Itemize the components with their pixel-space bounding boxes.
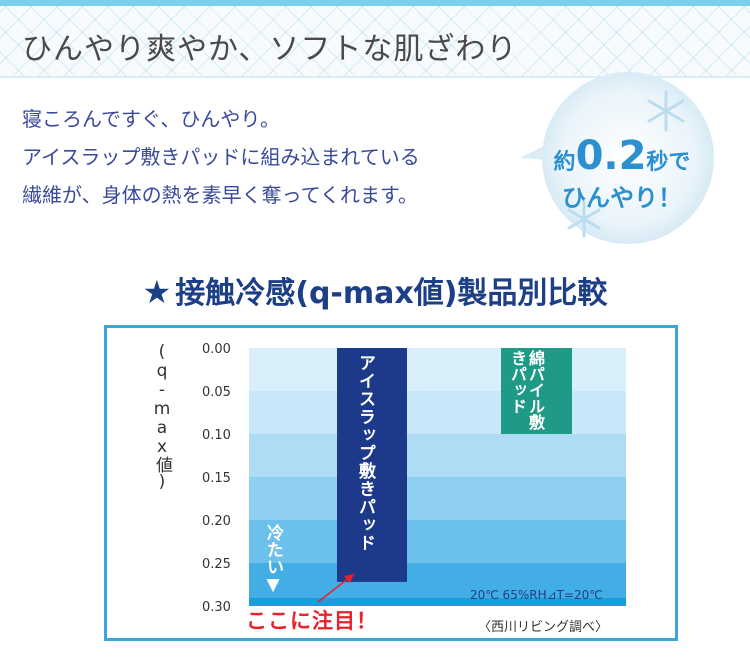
page-title: ひんやり爽やか、ソフトな肌ざわり xyxy=(22,32,518,67)
plot-band xyxy=(249,434,626,477)
header-banner xyxy=(0,6,750,78)
snowflake-icon xyxy=(567,200,601,238)
y-tick-label: 0.10 xyxy=(202,428,231,443)
plot-band xyxy=(249,598,626,606)
source-note: 〈西川リビング調べ〉 xyxy=(478,620,609,635)
chart-title: ★ 接触冷感(q-max値)製品別比較 xyxy=(0,268,750,312)
bubble-suffix: 秒で xyxy=(646,150,691,175)
y-tick-label: 0.25 xyxy=(202,557,231,572)
bubble-text: 約0.2秒で ひんやり！ xyxy=(520,136,724,213)
plot-band xyxy=(249,477,626,520)
intro-line: 寝ころんですぐ、ひんやり。 xyxy=(22,107,280,131)
header-divider xyxy=(0,76,750,78)
intro-text: 寝ころんですぐ、ひんやり。 アイスラップ敷きパッドに組み込まれている 繊維が、身… xyxy=(22,100,420,214)
y-tick-label: 0.20 xyxy=(202,514,231,529)
bubble-line1: 約0.2秒で xyxy=(520,136,724,176)
cooler-direction-label: 冷たい▼ xyxy=(263,524,283,595)
y-axis-label: (q-max値) xyxy=(152,342,172,491)
y-tick-label: 0.15 xyxy=(202,471,231,486)
top-rule xyxy=(0,0,750,6)
callout-text: ここに注目！ xyxy=(246,609,378,633)
test-conditions: 20℃ 65%RH⊿T=20℃ xyxy=(470,588,603,602)
cooling-speed-bubble: 約0.2秒で ひんやり！ xyxy=(520,70,744,246)
bubble-value: 0.2 xyxy=(575,133,647,179)
callout-arrow-head xyxy=(344,574,354,583)
y-tick-label: 0.05 xyxy=(202,385,231,400)
snowflake-icon xyxy=(647,90,685,132)
bar-label-cotton-pile: 綿パイル敷きパッド xyxy=(508,350,545,430)
chart-title-text: 接触冷感(q-max値)製品別比較 xyxy=(175,276,608,311)
intro-line: アイスラップ敷きパッドに組み込まれている xyxy=(22,145,420,169)
bubble-prefix: 約 xyxy=(553,150,576,175)
bar-1 xyxy=(501,348,572,434)
bubble-line2: ひんやり！ xyxy=(562,184,682,212)
star-icon: ★ xyxy=(142,273,172,311)
y-tick-label: 0.00 xyxy=(202,342,231,357)
y-tick-label: 0.30 xyxy=(202,600,231,615)
intro-line: 繊維が、身体の熱を素早く奪ってくれます。 xyxy=(22,183,418,207)
bubble-shape xyxy=(520,72,714,244)
plot-band xyxy=(249,520,626,563)
bar-label-ice-wrap: アイスラップ敷きパッド xyxy=(355,354,375,552)
bar-0 xyxy=(337,348,407,582)
